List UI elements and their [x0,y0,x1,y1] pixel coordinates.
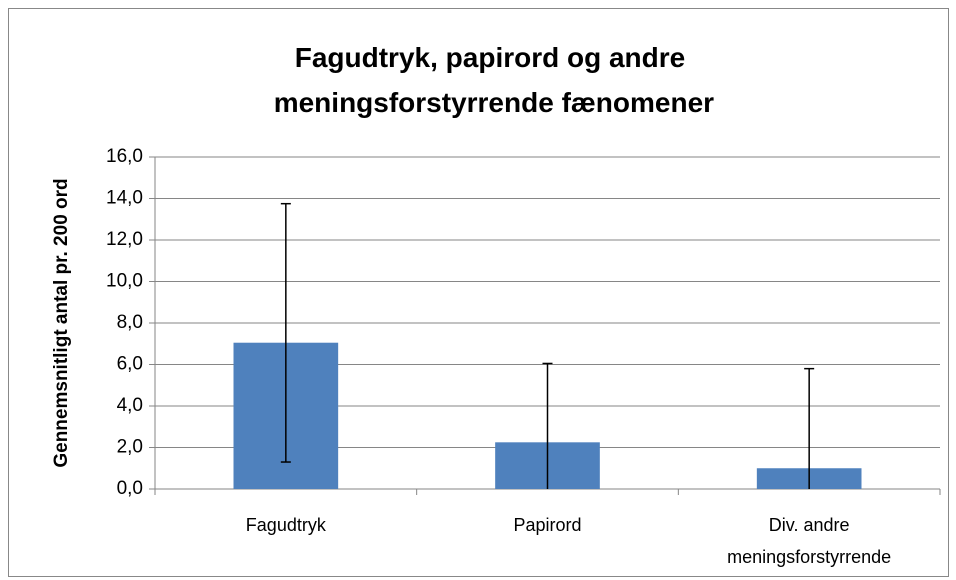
error-bar [804,367,815,489]
y-tick-label: 12,0 [106,229,143,250]
error-bar [280,202,291,463]
chart-title: Fagudtryk, papirord og andre meningsfors… [266,42,714,118]
y-tick-label: 2,0 [117,437,143,458]
x-tick-label: Fagudtryk [245,515,326,535]
x-tick-label: Div. andre meningsforstyrrende [727,515,892,567]
y-tick-label: 6,0 [117,354,143,375]
y-tick-label: 16,0 [106,146,143,167]
y-tick-label: 0,0 [117,478,143,499]
y-axis-label: Gennemsnitligt antal pr. 200 ord [51,178,72,467]
y-tick-label: 14,0 [106,188,143,209]
y-tick-label: 10,0 [106,271,143,292]
x-tick-label: Papirord [513,515,582,535]
y-tick-label: 8,0 [117,312,143,333]
error-bar [542,362,553,489]
y-tick-label: 4,0 [117,395,143,416]
